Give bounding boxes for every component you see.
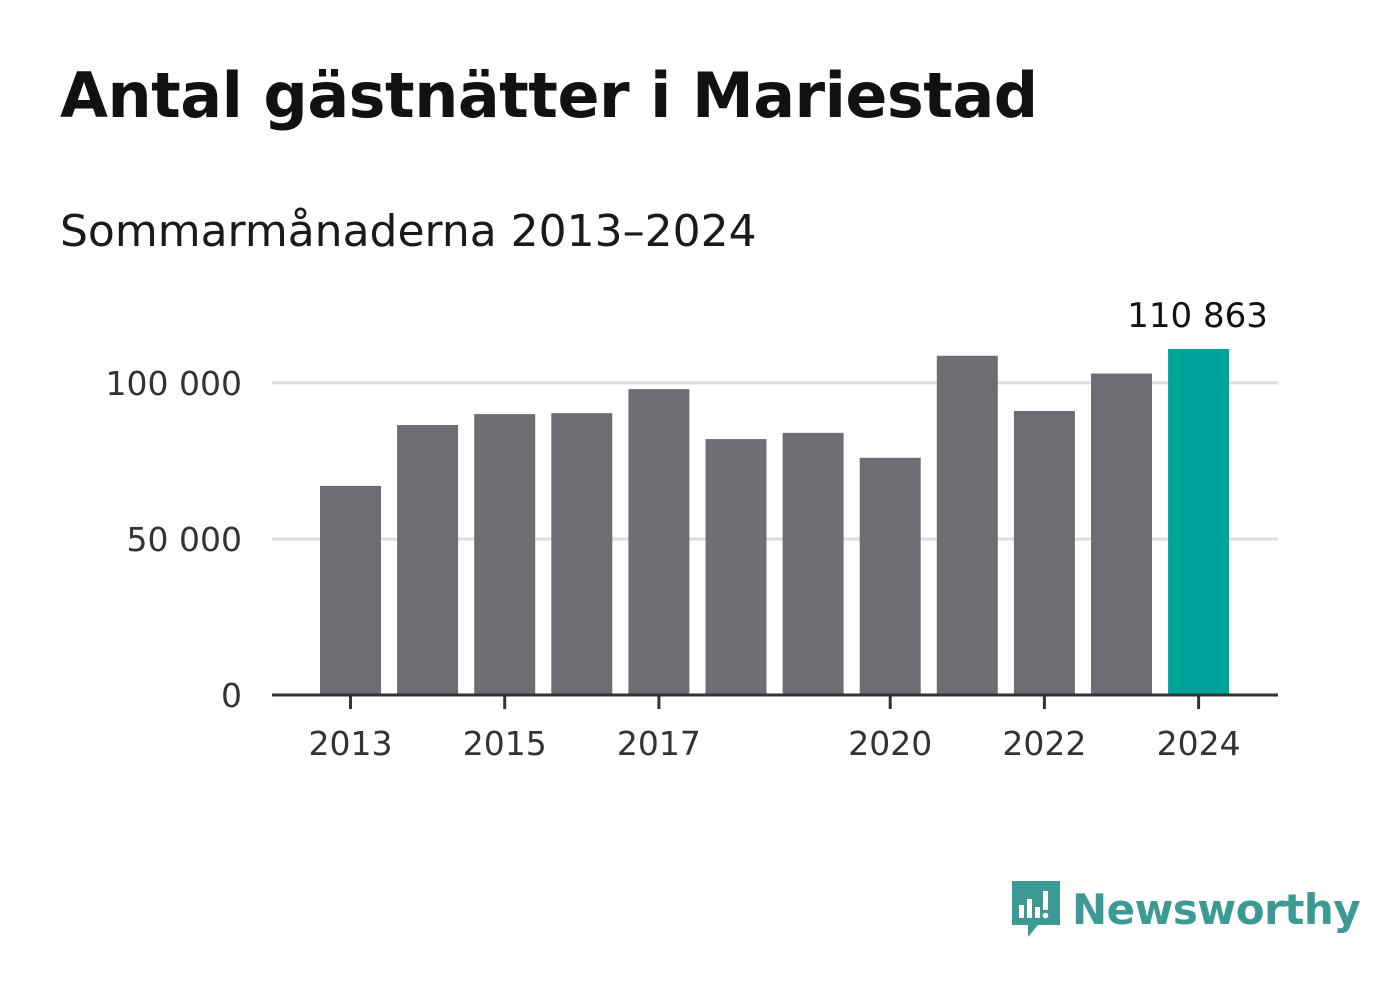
bar-2013 — [320, 485, 381, 695]
x-tick-label-2020: 2020 — [848, 724, 932, 763]
bar-2014 — [397, 425, 459, 695]
x-tick-label-2015: 2015 — [463, 724, 547, 763]
bar-2021 — [936, 355, 998, 695]
y-tick-label-1: 50 000 — [127, 520, 242, 559]
y-tick-label-0: 0 — [221, 676, 242, 715]
bar-2024 — [1168, 349, 1230, 695]
brand-name: Newsworthy — [1072, 884, 1361, 934]
chart-title: Antal gästnätter i Mariestad — [60, 59, 1038, 132]
x-tick-label-2013: 2013 — [309, 724, 393, 763]
x-tick-label-2024: 2024 — [1157, 724, 1241, 763]
data-label-2024: 110 863 — [1127, 296, 1268, 336]
newsworthy-logo-icon — [1012, 881, 1060, 937]
chart-subtitle: Sommarmånaderna 2013–2024 — [60, 206, 757, 257]
x-tick-label-2017: 2017 — [617, 724, 701, 763]
bar-2016 — [551, 413, 613, 695]
bar-2023 — [1091, 373, 1152, 695]
bar-2015 — [474, 414, 536, 695]
bar-2017 — [628, 389, 690, 695]
bar-2019 — [782, 432, 844, 695]
x-tick-label-2022: 2022 — [1002, 724, 1086, 763]
y-tick-label-2: 100 000 — [106, 364, 242, 403]
bar-2018 — [705, 439, 767, 695]
bar-2020 — [859, 457, 921, 695]
brand-logo: Newsworthy — [1010, 876, 1361, 942]
bar-2022 — [1013, 410, 1075, 695]
